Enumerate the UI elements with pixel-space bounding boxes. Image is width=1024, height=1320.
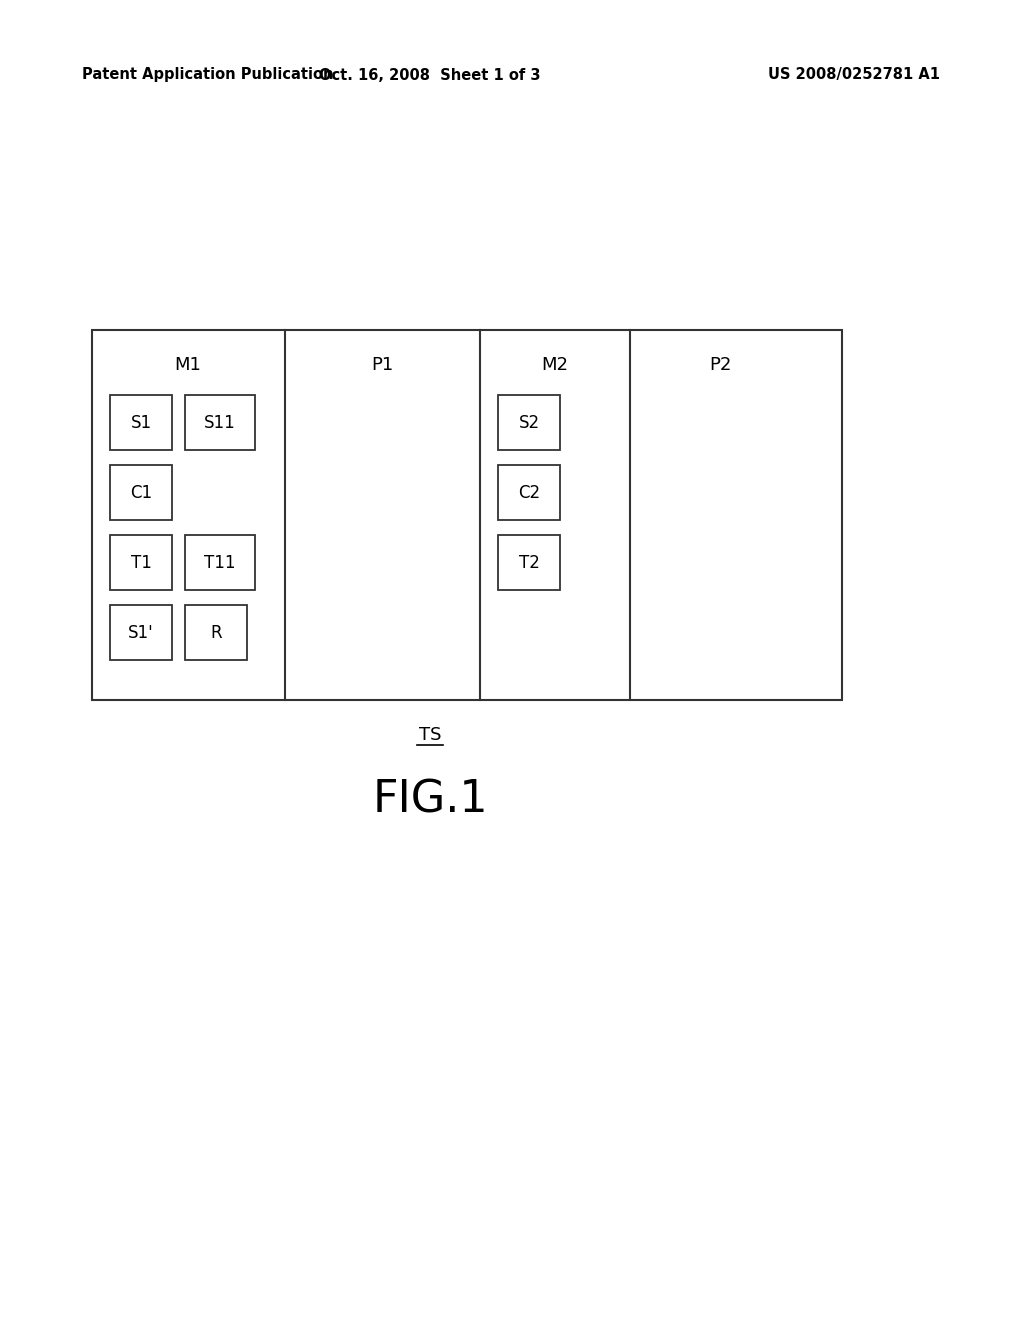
- Text: T11: T11: [204, 553, 236, 572]
- Bar: [498, 395, 560, 450]
- Bar: [110, 605, 172, 660]
- Text: P1: P1: [371, 356, 393, 374]
- Text: C1: C1: [130, 483, 152, 502]
- Text: S1: S1: [130, 413, 152, 432]
- Bar: [185, 535, 255, 590]
- Text: US 2008/0252781 A1: US 2008/0252781 A1: [768, 67, 940, 82]
- Bar: [110, 395, 172, 450]
- Text: M1: M1: [174, 356, 202, 374]
- Bar: [185, 395, 255, 450]
- Text: TS: TS: [419, 726, 441, 744]
- Text: R: R: [210, 623, 222, 642]
- Text: C2: C2: [518, 483, 540, 502]
- Text: T2: T2: [518, 553, 540, 572]
- Bar: [498, 465, 560, 520]
- Text: S11: S11: [204, 413, 236, 432]
- Text: P2: P2: [709, 356, 731, 374]
- Text: T1: T1: [131, 553, 152, 572]
- Text: S1': S1': [128, 623, 154, 642]
- Bar: [498, 535, 560, 590]
- Text: FIG.1: FIG.1: [372, 779, 487, 821]
- Text: Oct. 16, 2008  Sheet 1 of 3: Oct. 16, 2008 Sheet 1 of 3: [319, 67, 541, 82]
- Bar: [185, 605, 247, 660]
- Bar: [92, 330, 842, 700]
- Text: Patent Application Publication: Patent Application Publication: [82, 67, 334, 82]
- Text: M2: M2: [542, 356, 568, 374]
- Text: S2: S2: [518, 413, 540, 432]
- Bar: [110, 535, 172, 590]
- Bar: [110, 465, 172, 520]
